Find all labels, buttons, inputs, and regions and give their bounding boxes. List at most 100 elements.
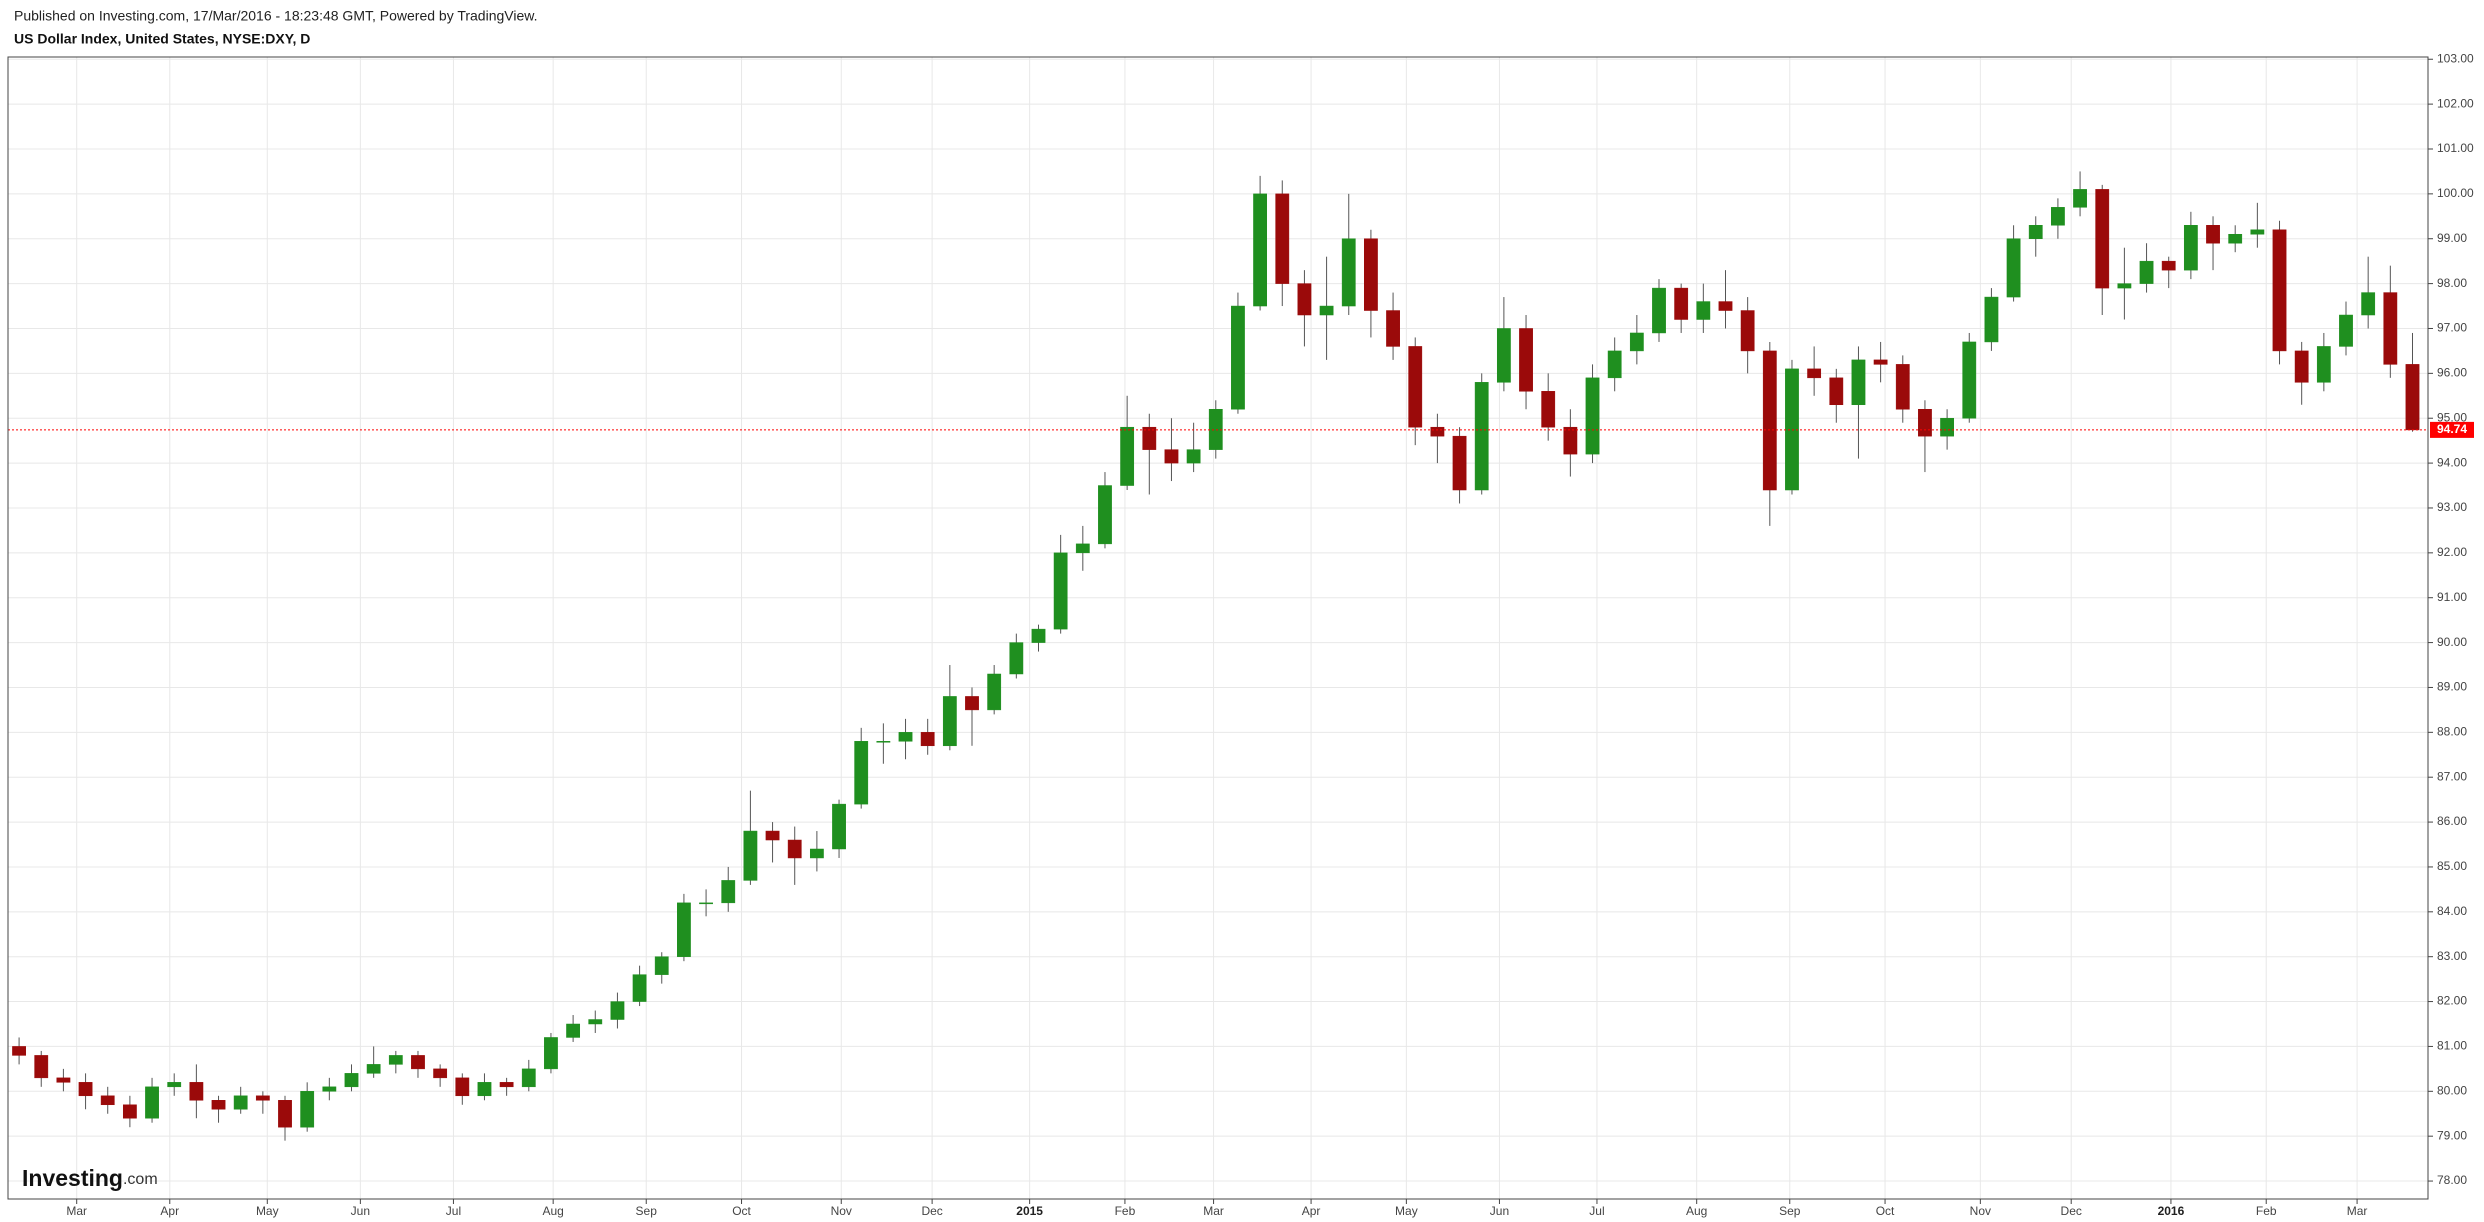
candle-body [2383, 292, 2398, 365]
x-tick-label: Aug [542, 1204, 563, 1218]
candle-body [1541, 391, 1556, 428]
x-tick-label: May [1395, 1204, 1418, 1218]
candle-body [765, 830, 780, 841]
x-tick-label: Jul [1589, 1204, 1604, 1218]
y-tick-label: 86.00 [2437, 814, 2467, 828]
y-tick-label: 83.00 [2437, 949, 2467, 963]
candle-body [2405, 364, 2420, 431]
candle-body [322, 1086, 337, 1092]
candle-body [2228, 233, 2243, 244]
candle-body [832, 803, 846, 850]
y-tick-label: 85.00 [2437, 859, 2467, 873]
x-tick-label: Nov [831, 1204, 852, 1218]
candle-body [1962, 341, 1977, 419]
candles [12, 171, 2420, 1141]
x-tick-label: Mar [2347, 1204, 2368, 1218]
x-tick-label: Sep [636, 1204, 658, 1218]
y-tick-label: 80.00 [2437, 1083, 2467, 1097]
y-tick-label: 97.00 [2437, 321, 2467, 335]
y-tick-label: 88.00 [2437, 724, 2467, 738]
candle-body [2051, 207, 2065, 226]
y-tick-label: 96.00 [2437, 366, 2467, 380]
candle-body [255, 1095, 270, 1101]
candle-body [34, 1055, 49, 1079]
candle-body [189, 1082, 204, 1101]
candle-body [1031, 628, 1046, 643]
candle-body [2028, 225, 2043, 239]
candle-body [1718, 301, 1733, 311]
candle-body [1563, 426, 1578, 455]
candle-body [2206, 225, 2220, 244]
candle-body [2250, 229, 2265, 235]
x-tick-label: Apr [1302, 1204, 1321, 1218]
candle-body [2117, 283, 2132, 289]
candle-body [1253, 193, 1268, 307]
candle-body [388, 1055, 403, 1065]
y-tick-label: 79.00 [2437, 1128, 2467, 1142]
x-tick-label: Mar [1203, 1204, 1224, 1218]
y-tick-label: 101.00 [2437, 141, 2474, 155]
candle-body [2006, 238, 2021, 298]
candle-body [588, 1019, 603, 1025]
x-tick-label: Jun [351, 1204, 370, 1218]
candle-body [1918, 408, 1932, 437]
x-tick-label: 2016 [2158, 1204, 2185, 1218]
last-price-label: 94.74 [2437, 422, 2467, 436]
candle-body [2095, 189, 2110, 289]
x-tick-label: Feb [2256, 1204, 2277, 1218]
y-tick-label: 78.00 [2437, 1173, 2467, 1187]
grid [8, 57, 2428, 1199]
candle-body [56, 1077, 71, 1083]
candle-body [1984, 296, 1999, 343]
candle-body [1164, 449, 1179, 464]
candle-body [1386, 310, 1400, 347]
candle-body [1895, 364, 1910, 410]
candle-body [1519, 328, 1533, 392]
candle-body [1275, 193, 1290, 284]
candle-body [677, 902, 691, 957]
candle-body [787, 839, 802, 859]
y-tick-label: 92.00 [2437, 545, 2467, 559]
candle-body [1740, 310, 1755, 352]
x-tick-label: Sep [1779, 1204, 1801, 1218]
candle-body [1186, 449, 1201, 464]
candle-body [942, 696, 957, 747]
y-tick-label: 102.00 [2437, 96, 2474, 110]
x-tick-label: Mar [66, 1204, 87, 1218]
candle-body [2272, 229, 2287, 352]
candle-body [2361, 292, 2376, 316]
candle-body [366, 1064, 381, 1074]
candle-body [233, 1095, 248, 1110]
plot-frame [7, 56, 2429, 1200]
candle-body [211, 1100, 226, 1110]
candle-body [965, 696, 979, 711]
y-tick-label: 98.00 [2437, 276, 2467, 290]
x-tick-label: Jul [446, 1204, 461, 1218]
y-tick-label: 90.00 [2437, 635, 2467, 649]
candle-body [1674, 287, 1689, 320]
candle-body [1231, 305, 1245, 410]
candle-body [1297, 283, 1312, 316]
candle-body [1873, 359, 1888, 365]
candle-body [1496, 328, 1511, 383]
candle-body [2339, 314, 2353, 347]
y-tick-label: 99.00 [2437, 231, 2467, 245]
candle-body [278, 1100, 292, 1128]
candle-body [1474, 382, 1489, 491]
candle-body [721, 880, 736, 904]
candle-body [455, 1077, 470, 1097]
candle-body [167, 1082, 182, 1088]
candle-body [2161, 260, 2176, 271]
candle-body [521, 1068, 536, 1088]
axes: 78.00 79.00 80.00 81.00 82.00 83.00 84.00 85.00… [8, 51, 2474, 1218]
candle-body [499, 1082, 514, 1088]
candle-body [987, 673, 1002, 711]
candle-body [809, 848, 824, 859]
logo-main: Investing [22, 1165, 123, 1191]
logo-suffix: .com [123, 1171, 158, 1188]
y-tick-label: 94.00 [2437, 455, 2467, 469]
candle-body [12, 1046, 26, 1056]
candle-body [1364, 238, 1378, 311]
y-tick-label: 93.00 [2437, 500, 2467, 514]
